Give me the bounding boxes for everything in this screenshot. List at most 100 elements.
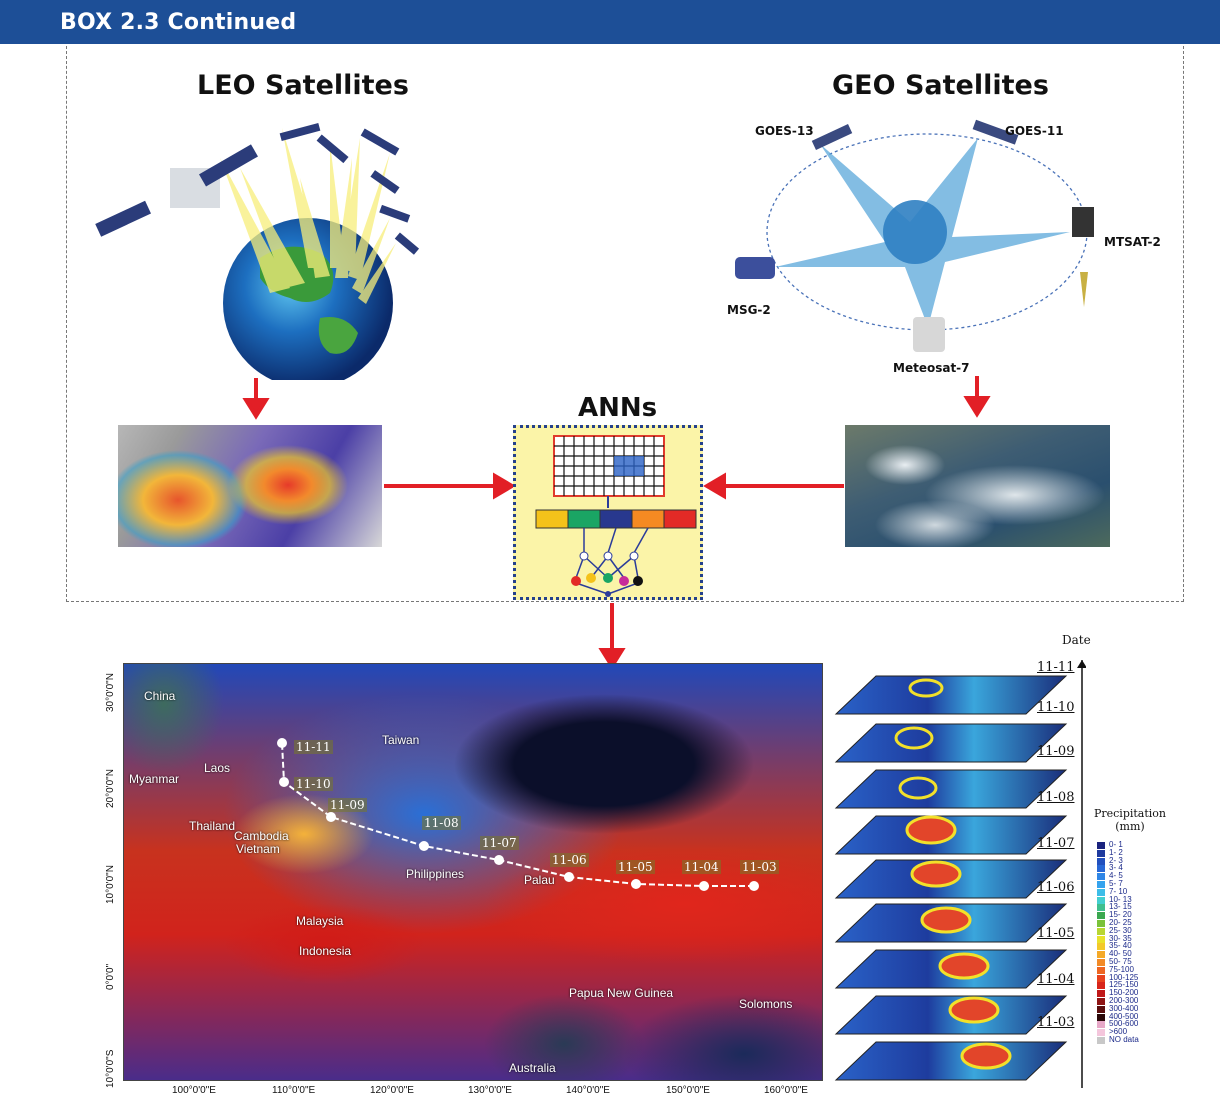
storm-track bbox=[277, 738, 759, 891]
legend-item: 35- 40 bbox=[1097, 941, 1207, 951]
legend-label: 30- 35 bbox=[1109, 933, 1132, 943]
track-date-11-11: 11-11 bbox=[294, 740, 333, 754]
legend-label: 200-300 bbox=[1109, 996, 1139, 1005]
legend-item: 20- 25 bbox=[1097, 918, 1207, 927]
earth-land bbox=[318, 317, 358, 354]
legend-label: 10- 13 bbox=[1109, 894, 1132, 904]
track-date-11-05: 11-05 bbox=[616, 860, 655, 874]
x-tick-150: 150°0'0"E bbox=[666, 1085, 710, 1096]
stack-date-11-05: 11-05 bbox=[1037, 926, 1075, 941]
map-label-thailand: Thailand bbox=[189, 819, 236, 833]
legend-title-line1: Precipitation bbox=[1093, 807, 1167, 820]
layer-group bbox=[834, 675, 1068, 1081]
legend-item: 150-200 bbox=[1097, 988, 1207, 998]
legend-swatch bbox=[1097, 927, 1105, 935]
map-label-palau: Palau bbox=[524, 873, 555, 887]
layer-11-03 bbox=[834, 1041, 1068, 1081]
layer-stack-graphic bbox=[834, 660, 1087, 1088]
legend-item: 200-300 bbox=[1097, 996, 1207, 1005]
legend-swatch bbox=[1097, 881, 1105, 888]
legend-label: 150-200 bbox=[1109, 988, 1139, 998]
legend-label: 5- 7 bbox=[1109, 879, 1123, 888]
legend-swatch bbox=[1097, 966, 1105, 974]
legend-item: 10- 13 bbox=[1097, 894, 1207, 904]
grid-lines bbox=[554, 436, 664, 496]
legend-label: 125-150 bbox=[1109, 980, 1139, 990]
stack-date-11-10: 11-10 bbox=[1037, 700, 1075, 715]
map-label-philippines: Philippines bbox=[406, 867, 465, 881]
map-label-cambodia: Cambodia bbox=[234, 829, 289, 843]
track-date-11-03: 11-03 bbox=[740, 860, 779, 874]
legend-label: 7- 10 bbox=[1109, 886, 1128, 896]
map-label-papua: Papua New Guinea bbox=[569, 986, 674, 1000]
sat-label-goes11: GOES-11 bbox=[1005, 124, 1064, 138]
legend-item: >600 bbox=[1097, 1027, 1207, 1037]
track-date-11-06: 11-06 bbox=[550, 853, 589, 867]
legend-item: 100-125 bbox=[1097, 972, 1207, 982]
geo-orbit-diagram bbox=[735, 119, 1094, 352]
upper-frame bbox=[66, 46, 1184, 602]
legend-swatch bbox=[1097, 1021, 1105, 1029]
legend-swatch bbox=[1097, 1029, 1105, 1037]
precipitation-map: China Taiwan Laos Myanmar Thailand Cambo… bbox=[123, 663, 823, 1081]
track-date-11-04: 11-04 bbox=[682, 860, 721, 874]
legend-swatch bbox=[1097, 920, 1105, 927]
legend-item: NO data bbox=[1097, 1035, 1207, 1044]
legend-swatch bbox=[1097, 959, 1105, 966]
stack-date-11-07: 11-07 bbox=[1037, 836, 1075, 851]
stack-date-11-03: 11-03 bbox=[1037, 1015, 1075, 1030]
y-tick-30n: 30°0'0"N bbox=[105, 673, 116, 712]
ann-diagram bbox=[513, 425, 703, 600]
legend-swatch bbox=[1097, 943, 1105, 951]
legend-title-line2: (mm) bbox=[1115, 820, 1145, 833]
legend-swatch bbox=[1097, 896, 1105, 904]
track-date-11-07: 11-07 bbox=[480, 836, 519, 850]
legend-item: 500-600 bbox=[1097, 1019, 1207, 1029]
legend-swatch bbox=[1097, 857, 1105, 865]
legend-label: 25- 30 bbox=[1109, 925, 1132, 935]
box-title: BOX 2.3 Continued bbox=[60, 10, 297, 35]
legend-swatch bbox=[1097, 974, 1105, 982]
y-tick-20n: 20°0'0"N bbox=[105, 769, 116, 808]
legend-label: 300-400 bbox=[1109, 1003, 1139, 1013]
geo-cloud-image bbox=[845, 425, 1110, 547]
legend-label: 20- 25 bbox=[1109, 918, 1132, 927]
map-label-china: China bbox=[144, 689, 176, 703]
map-label-australia: Australia bbox=[509, 1061, 556, 1075]
track-date-11-09: 11-09 bbox=[328, 798, 367, 812]
y-tick-0: 0°0'0" bbox=[105, 963, 116, 990]
legend-label: 4- 5 bbox=[1109, 871, 1123, 881]
legend-swatch bbox=[1097, 865, 1105, 873]
legend-label: 100-125 bbox=[1109, 972, 1139, 982]
flow-arrows bbox=[242, 376, 991, 670]
stack-date-11-06: 11-06 bbox=[1037, 880, 1075, 895]
legend-title: Precipitation (mm) bbox=[1090, 807, 1170, 833]
legend-item: 30- 35 bbox=[1097, 933, 1207, 943]
x-tick-160: 160°0'0"E bbox=[764, 1085, 808, 1096]
sat-label-goes13: GOES-13 bbox=[755, 124, 814, 138]
legend-label: 50- 75 bbox=[1109, 957, 1132, 966]
date-axis-label: Date bbox=[1062, 633, 1091, 647]
sat-label-msg2: MSG-2 bbox=[727, 303, 771, 317]
legend-label: 40- 50 bbox=[1109, 949, 1132, 959]
legend-swatch bbox=[1097, 998, 1105, 1005]
stack-date-11-11: 11-11 bbox=[1037, 660, 1075, 675]
sat-label-meteosat7: Meteosat-7 bbox=[893, 361, 970, 375]
legend-item: 13- 15 bbox=[1097, 902, 1207, 912]
map-label-malaysia: Malaysia bbox=[296, 914, 344, 928]
y-tick-10n: 10°0'0"N bbox=[105, 865, 116, 904]
feature-bar bbox=[535, 509, 697, 529]
layer-11-11 bbox=[834, 675, 1068, 715]
leo-title: LEO Satellites bbox=[197, 70, 409, 101]
legend-swatch bbox=[1097, 935, 1105, 943]
legend-swatch bbox=[1097, 912, 1105, 920]
legend-item: 125-150 bbox=[1097, 980, 1207, 990]
map-label-indonesia: Indonesia bbox=[299, 944, 352, 958]
legend-swatch bbox=[1097, 873, 1105, 881]
map-label-vietnam: Vietnam bbox=[236, 842, 280, 856]
legend-item: 4- 5 bbox=[1097, 871, 1207, 881]
legend-item: 25- 30 bbox=[1097, 925, 1207, 935]
legend-swatch bbox=[1097, 904, 1105, 912]
legend-item: 15- 20 bbox=[1097, 910, 1207, 920]
legend-label: 3- 4 bbox=[1109, 863, 1123, 873]
